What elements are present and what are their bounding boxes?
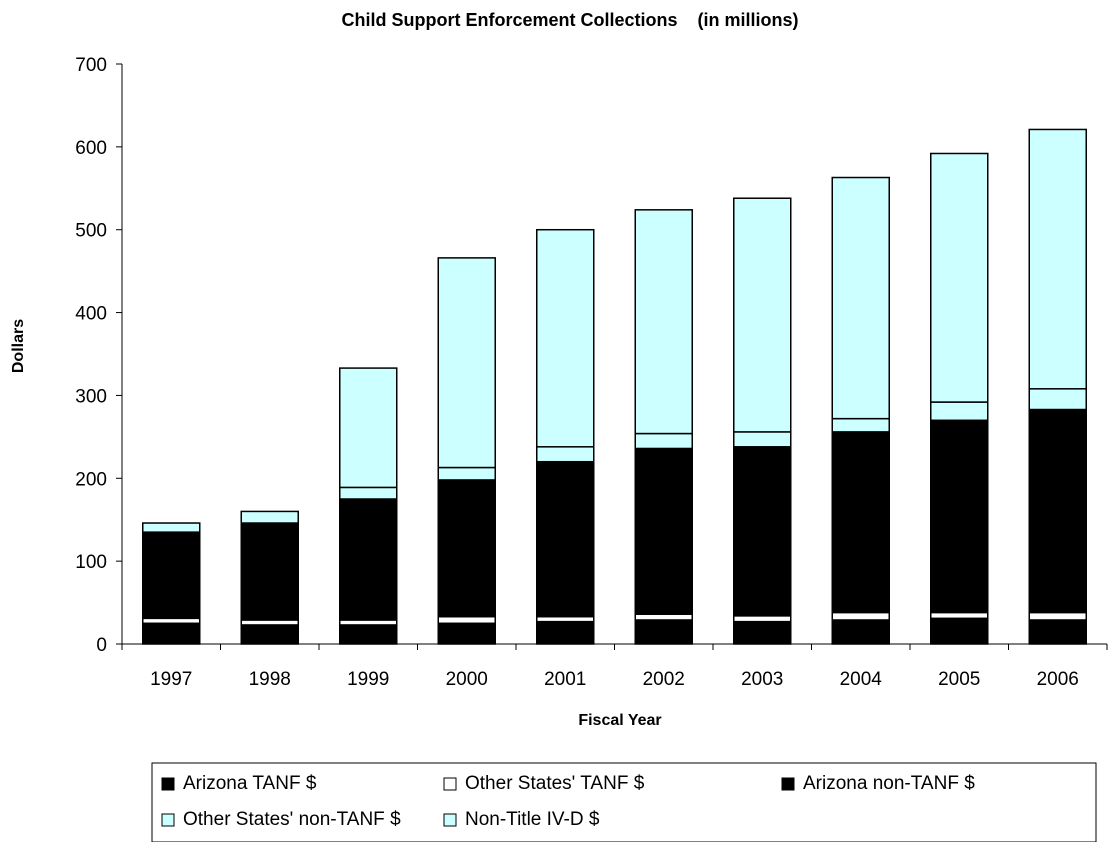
legend: Arizona TANF $ Other States' TANF $ Arizon… <box>151 762 1097 842</box>
y-tick-label: 600 <box>75 138 107 159</box>
legend-label: Arizona TANF $ <box>183 773 317 794</box>
bar-segment <box>930 617 989 645</box>
bar-segment <box>142 522 201 533</box>
y-tick-label: 300 <box>75 386 107 407</box>
bar-segment <box>437 257 496 469</box>
x-tick-label: 2000 <box>446 669 488 690</box>
bar-segment <box>1028 408 1087 614</box>
bar-segment <box>339 367 398 489</box>
x-tick-label: 2001 <box>544 669 586 690</box>
bar-segment <box>536 460 595 618</box>
y-tick-label: 500 <box>75 221 107 242</box>
bar-segment <box>240 510 299 524</box>
legend-box <box>151 762 1097 842</box>
legend-swatch <box>161 813 175 827</box>
bar-segment <box>240 624 299 645</box>
bar-segment <box>733 446 792 617</box>
bar-segment <box>634 209 693 435</box>
bar-segment <box>634 447 693 615</box>
legend-label: Arizona non-TANF $ <box>803 773 975 794</box>
bar-segment <box>339 624 398 645</box>
legend-swatch <box>443 777 457 791</box>
bar-segment <box>634 619 693 645</box>
bar-segment <box>733 620 792 645</box>
bar-segment <box>1028 619 1087 645</box>
bar-segment <box>831 619 890 645</box>
y-tick-label: 100 <box>75 552 107 573</box>
legend-swatch <box>161 777 175 791</box>
bar-segment <box>142 622 201 645</box>
bar-segment <box>733 615 792 623</box>
bar-segment <box>142 531 201 620</box>
bar-segment <box>536 620 595 645</box>
x-tick-label: 1997 <box>150 669 192 690</box>
bar-segment <box>536 446 595 463</box>
bar-segment <box>437 615 496 625</box>
bar-segment <box>1028 128 1087 390</box>
y-tick-label: 200 <box>75 469 107 490</box>
bar-segment <box>831 176 890 420</box>
chart-title: Child Support Enforcement Collections (i… <box>341 10 798 30</box>
bar-segment <box>1028 611 1087 621</box>
bar-segment <box>733 431 792 448</box>
bar-segment <box>634 432 693 450</box>
y-tick-label: 700 <box>75 55 107 76</box>
bar-segment <box>339 498 398 621</box>
bar-segment <box>930 611 989 620</box>
legend-label: Other States' non-TANF $ <box>183 809 401 830</box>
bar-segment <box>831 611 890 621</box>
x-tick-label: 2002 <box>643 669 685 690</box>
bar-segment <box>437 479 496 618</box>
legend-label: Other States' TANF $ <box>465 773 645 794</box>
bar-segment <box>733 197 792 433</box>
y-tick-label: 0 <box>96 635 107 656</box>
bar-segment <box>437 622 496 645</box>
legend-label: Non-Title IV-D $ <box>465 809 600 830</box>
bar-segment <box>930 401 989 422</box>
bar-segment <box>1028 388 1087 411</box>
x-tick-label: 2005 <box>938 669 980 690</box>
legend-swatch <box>781 777 795 791</box>
x-tick-label: 1998 <box>249 669 291 690</box>
bar-segment <box>536 228 595 448</box>
bar-segment <box>831 417 890 433</box>
bar-segment <box>339 486 398 500</box>
bar-segment <box>437 466 496 481</box>
bar-segment <box>930 152 989 403</box>
x-tick-label: 2006 <box>1037 669 1079 690</box>
x-tick-label: 1999 <box>347 669 389 690</box>
bar-segment <box>634 613 693 621</box>
x-tick-label: 2004 <box>840 669 883 690</box>
bar-segment <box>930 419 989 614</box>
x-tick-label: 2003 <box>741 669 783 690</box>
plot-area: 0 100 200 300 400 500 600 700 1997 1998 1999 2000 20… <box>75 55 1108 690</box>
y-tick-label: 400 <box>75 304 107 325</box>
x-axis-label: Fiscal Year <box>578 712 661 729</box>
legend-swatch <box>443 813 457 827</box>
bar-segment <box>831 431 890 614</box>
bar-segment <box>240 522 299 621</box>
y-axis-label: Dollars <box>10 319 27 373</box>
